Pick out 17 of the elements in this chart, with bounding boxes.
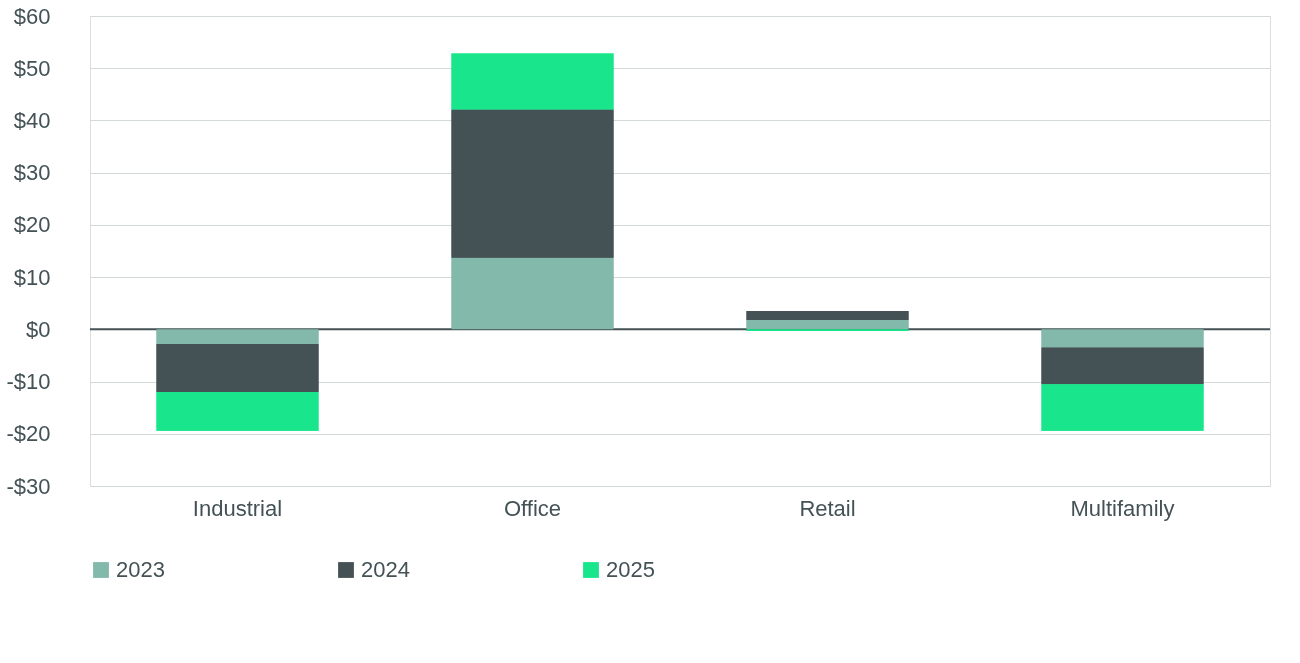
y-tick-label: $10 (13, 264, 51, 290)
x-tick-label: Multifamily (1070, 495, 1175, 521)
y-tick-label: $0 (26, 316, 51, 342)
y-tick-label: -$10 (6, 369, 51, 395)
legend-label: 2024 (361, 557, 410, 582)
y-tick-label: -$20 (6, 421, 51, 447)
y-tick-label: $40 (13, 107, 51, 133)
x-tick-label: Retail (799, 495, 856, 521)
y-tick-label: $20 (13, 212, 51, 238)
x-tick-label: Office (503, 495, 562, 521)
x-tick-label: Industrial (192, 495, 283, 521)
y-tick-label: $50 (13, 55, 51, 81)
legend-label: 2025 (606, 557, 655, 582)
y-tick-label: -$30 (6, 473, 51, 499)
legend-label: 2023 (116, 557, 165, 582)
y-tick-label: $60 (13, 3, 51, 29)
y-tick-label: $30 (13, 160, 51, 186)
